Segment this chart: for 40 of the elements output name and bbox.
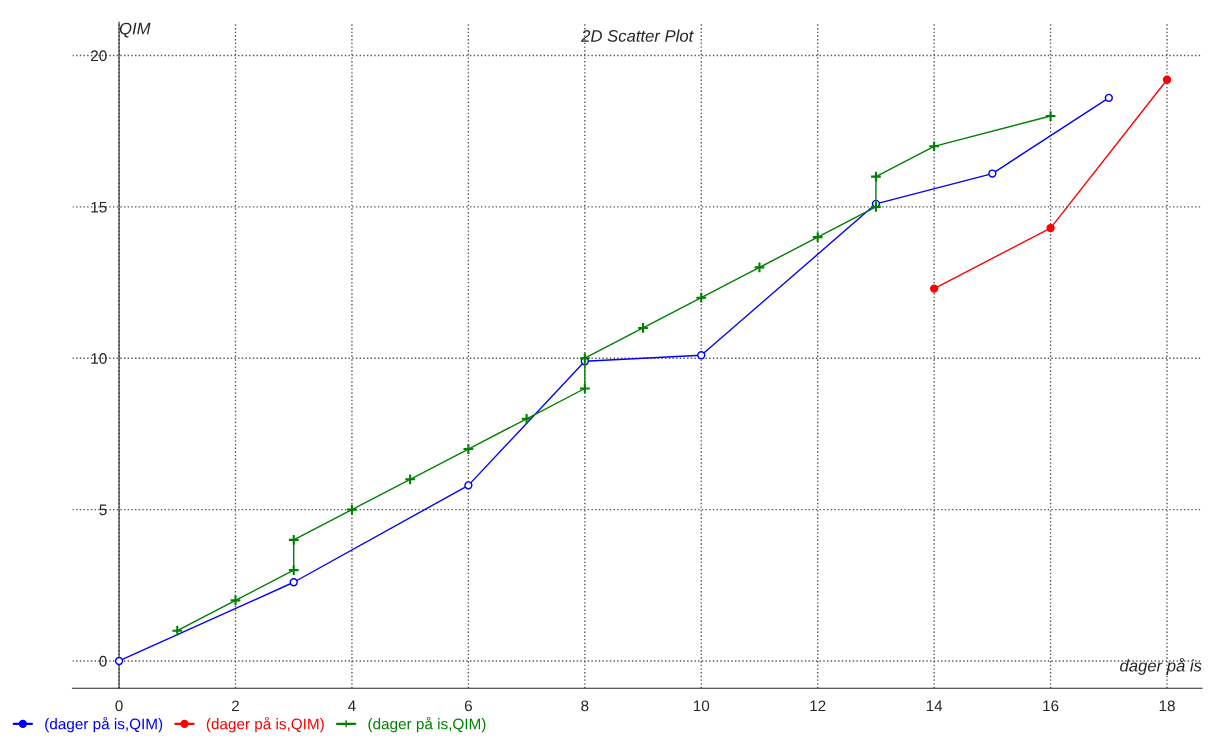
point	[1044, 110, 1057, 122]
point	[289, 578, 298, 587]
x-tick-label: 12	[810, 700, 826, 712]
x-tick-label: 10	[693, 700, 710, 712]
x-tick-label: 4	[348, 700, 356, 712]
point	[870, 170, 882, 183]
x-tick-label: 8	[581, 700, 589, 712]
legend-label: (dager på is,QIM)	[368, 716, 486, 733]
point	[695, 291, 708, 304]
y-axis-title: QIM	[119, 22, 151, 38]
x-tick-label: 16	[1043, 700, 1059, 712]
point	[753, 261, 766, 274]
y-tick-label: 15	[91, 201, 107, 213]
y-tick-label: 20	[91, 50, 107, 62]
point	[114, 656, 124, 666]
y-tick-label: 10	[91, 353, 107, 364]
x-tick-label: 18	[1159, 700, 1175, 712]
point	[697, 351, 706, 360]
legend-label: (dager på is,QIM)	[206, 716, 324, 733]
point	[637, 322, 649, 334]
point	[1162, 75, 1172, 84]
point	[1046, 223, 1055, 233]
y-tick-label: 0	[99, 655, 107, 667]
x-tick-label: 2	[232, 700, 239, 712]
point	[988, 169, 997, 178]
y-tick-label: 5	[99, 504, 107, 516]
x-axis-title: dager på is	[1120, 657, 1202, 675]
legend-label: (dager på is,QIM)	[45, 716, 163, 733]
point	[578, 382, 591, 395]
point	[464, 481, 473, 490]
point	[929, 284, 939, 293]
x-tick-label: 6	[464, 700, 472, 712]
point	[1104, 93, 1113, 103]
point	[171, 624, 184, 637]
chart-title: 2D Scatter Plot	[581, 29, 694, 42]
x-tick-label: 14	[926, 700, 943, 712]
point	[462, 443, 475, 455]
point	[229, 594, 242, 607]
point	[346, 503, 358, 516]
x-tick-label: 0	[115, 700, 123, 712]
